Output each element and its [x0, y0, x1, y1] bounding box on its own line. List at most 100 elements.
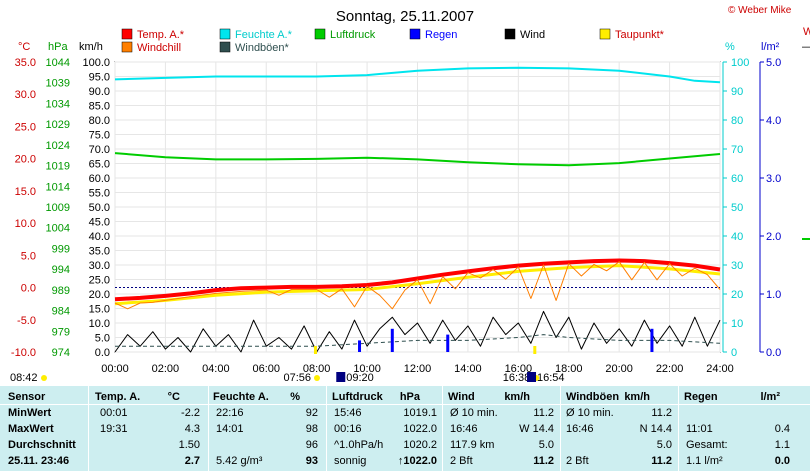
wind-tick-label: 85.0: [89, 101, 110, 113]
x-tick-label: 02:00: [152, 363, 180, 375]
humidity-time: 14:01: [216, 423, 244, 435]
pressure-value: ↑1022.0: [397, 455, 437, 467]
rain-bar: [390, 328, 394, 352]
legend-swatch: [409, 28, 421, 40]
legend-label: Taupunkt*: [615, 29, 665, 41]
pressure-tick-label: 1024: [46, 140, 70, 152]
pressure-tick-label: 994: [52, 264, 70, 276]
x-tick-label: 22:00: [656, 363, 684, 375]
wind-label: 16:46: [450, 423, 478, 435]
table-header-divider: [0, 404, 810, 405]
pressure-tick-label: 1034: [46, 98, 70, 110]
rain-tick-label: 0.0: [766, 347, 781, 359]
legend-swatch: [121, 41, 133, 53]
table-header-cell: °C: [167, 391, 180, 403]
legend-swatch: [121, 28, 133, 40]
legend-label: Luftdruck: [330, 29, 376, 41]
humidity-tick-label: 0: [731, 347, 737, 359]
x-tick-label: 24:00: [706, 363, 734, 375]
moonrise-time: 09:20: [346, 372, 374, 384]
x-tick-label: 10:00: [353, 363, 381, 375]
wind-tick-label: 60.0: [89, 173, 110, 185]
axes: °C hPa km/h% l/m² 35.0 30.0 25.0 20.0 15.0 10.0 5.…: [11, 26, 810, 375]
humidity-value: 98: [305, 423, 318, 435]
table-header-cell: %: [290, 391, 300, 403]
pressure-value: 1019.1: [403, 407, 437, 419]
gust-value: 11.2: [651, 407, 672, 419]
legend-swatch: [504, 28, 516, 40]
legend-swatch: [219, 41, 231, 53]
legend: Temp. A.* Feuchte A.* Luftdruck Regen Wind Ta…: [121, 28, 665, 54]
humidity-time: 22:16: [216, 407, 244, 419]
wind-tick-label: 70.0: [89, 144, 110, 156]
right-edge-label: W: [803, 26, 810, 38]
sunset-marker: [533, 346, 537, 354]
rain-tick-label: 1.0: [766, 289, 781, 301]
wind-tick-label: 100.0: [82, 57, 110, 69]
wind-axis-unit: km/h: [79, 41, 103, 53]
sunrise-time: 07:56: [283, 372, 311, 384]
wind-tick-label: 75.0: [89, 130, 110, 142]
humidity-tick-label: 30: [731, 260, 743, 272]
plot-grid: [114, 61, 721, 353]
temp-tick-label: 25.0: [15, 121, 36, 133]
gust-value: 5.0: [656, 439, 672, 451]
rain-tick-label: 5.0: [766, 57, 781, 69]
x-tick-label: 20:00: [605, 363, 633, 375]
wind-value: 11.2: [533, 455, 554, 467]
pressure-tick-label: 1009: [46, 202, 70, 214]
pressure-time: sonnig: [334, 455, 367, 467]
series-line: [114, 66, 721, 84]
rain-label: 1.1 l/m²: [686, 455, 723, 467]
wind-tick-label: 0.0: [95, 347, 110, 359]
pressure-tick-label: 1014: [46, 181, 70, 193]
row-label: 25.11. 23:46: [8, 455, 70, 467]
table-header-cell: l/m²: [760, 391, 780, 403]
temp-tick-label: 5.0: [21, 250, 36, 262]
moonset-icon: [527, 372, 537, 382]
temp-tick-label: 35.0: [15, 57, 36, 69]
wind-tick-label: 50.0: [89, 202, 110, 214]
temp-time: 00:01: [100, 407, 128, 419]
wind-tick-label: 15.0: [89, 304, 110, 316]
wind-value: 11.2: [533, 407, 554, 419]
humidity-tick-label: 90: [731, 86, 743, 98]
temp-tick-label: 15.0: [15, 186, 36, 198]
table-header-cell: hPa: [399, 391, 420, 403]
wind-tick-label: 80.0: [89, 115, 110, 127]
x-tick-label: 00:00: [101, 363, 129, 375]
x-tick-label: 08:00: [303, 363, 331, 375]
table-header-cell: Regen: [684, 391, 718, 403]
rain-tick-label: 4.0: [766, 115, 781, 127]
table-divider: [208, 386, 209, 471]
wind-tick-label: 40.0: [89, 231, 110, 243]
pressure-time: ^1.0hPa/h: [334, 439, 384, 451]
wind-tick-label: 45.0: [89, 217, 110, 229]
wind-tick-label: 90.0: [89, 86, 110, 98]
series-layer: [114, 66, 721, 353]
moonrise-icon: [336, 372, 346, 382]
rain-label: 11:01: [686, 423, 713, 435]
chart-title: Sonntag, 25.11.2007: [336, 8, 474, 25]
sunrise-marker: [313, 346, 317, 354]
pressure-time: 15:46: [334, 407, 362, 419]
series-line: [114, 258, 721, 302]
legend-label: Regen: [425, 29, 457, 41]
pressure-tick-label: 1044: [46, 57, 70, 69]
temp-axis-unit: °C: [18, 41, 30, 53]
copyright: © Weber Mike: [728, 5, 792, 16]
pressure-value: 1020.2: [403, 439, 437, 451]
wind-tick-label: 65.0: [89, 159, 110, 171]
humidity-value: 92: [305, 407, 318, 419]
sunset-time: 16:38: [503, 372, 531, 384]
wind-value: W 14.4: [519, 423, 554, 435]
weather-chart: Sonntag, 25.11.2007 © Weber Mike Temp. A…: [10, 5, 810, 384]
humidity-axis-unit: %: [725, 41, 735, 53]
wind-value: 5.0: [538, 439, 554, 451]
pressure-axis-unit: hPa: [48, 41, 68, 53]
wind-tick-label: 95.0: [89, 72, 110, 84]
humidity-value: 93: [305, 455, 318, 467]
temp-tick-label: 30.0: [15, 89, 36, 101]
gust-value: 11.2: [651, 455, 672, 467]
gust-label: 16:46: [566, 423, 594, 435]
